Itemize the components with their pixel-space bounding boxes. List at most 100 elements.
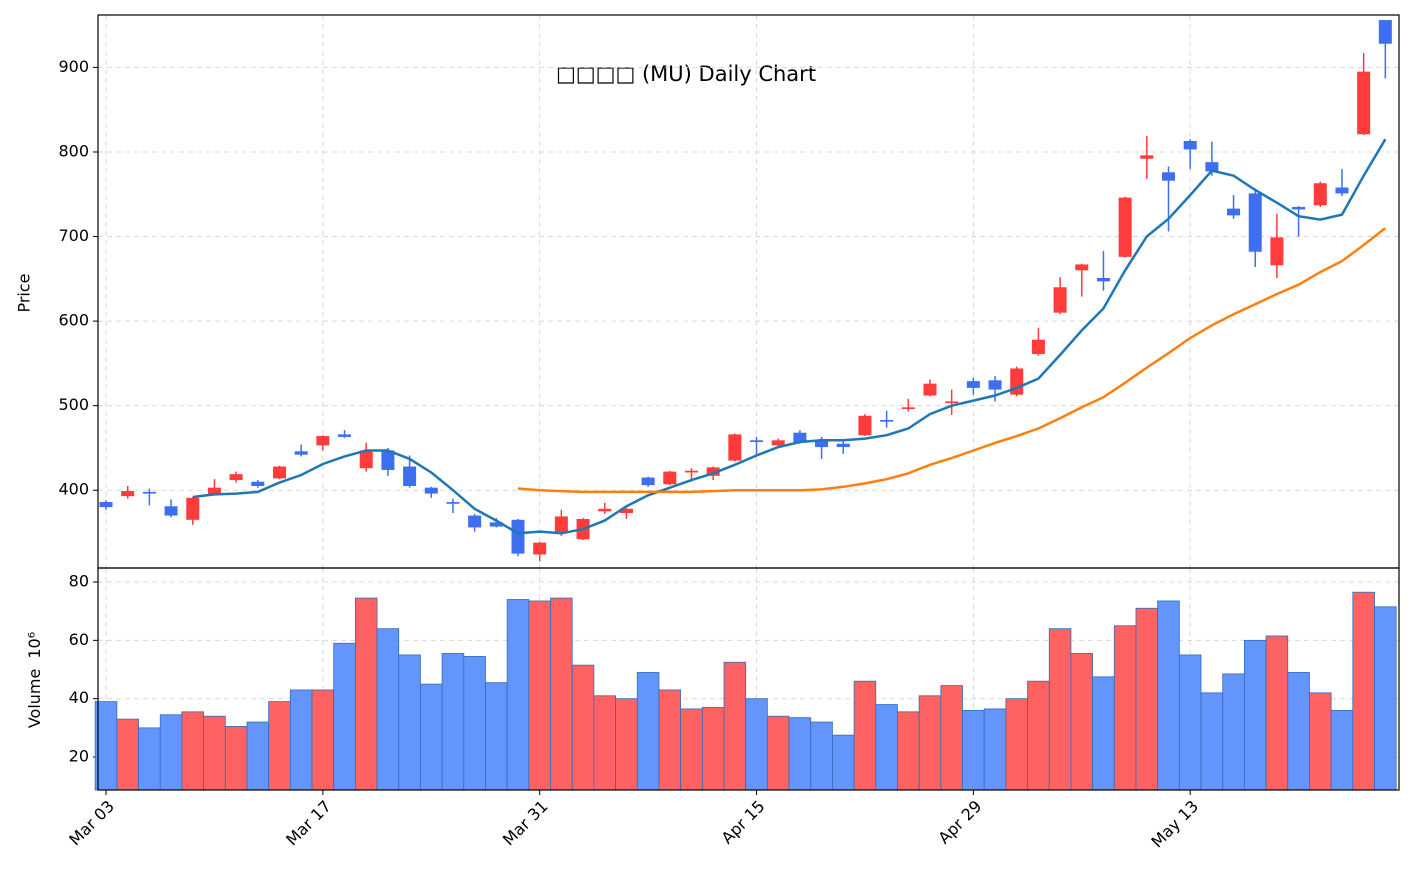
volume-bar xyxy=(1157,600,1180,791)
volume-bar xyxy=(723,661,747,791)
candle-body xyxy=(381,450,395,470)
candle-body xyxy=(706,467,720,476)
candle-body xyxy=(966,381,980,388)
candle-body xyxy=(1248,193,1262,252)
candle-body xyxy=(272,466,286,479)
volume-multiplier: 10⁶ xyxy=(25,632,44,659)
volume-bar xyxy=(1005,698,1028,791)
candle-body xyxy=(359,450,373,469)
candle-body xyxy=(641,477,655,486)
candle-body xyxy=(1313,183,1327,206)
volume-bar xyxy=(658,689,682,791)
volume-bar xyxy=(983,708,1007,791)
candle-body xyxy=(1357,71,1371,135)
candle-body xyxy=(1183,140,1197,150)
volume-bar xyxy=(420,683,443,791)
candle-body xyxy=(1270,237,1284,266)
y-tick-label: 20 xyxy=(69,747,89,766)
candle-body xyxy=(901,407,915,410)
x-tick-label: Apr 15 xyxy=(718,797,769,848)
moving-average-line xyxy=(517,227,1387,494)
volume-bar xyxy=(506,599,530,791)
candle-body xyxy=(1227,208,1241,216)
volume-bar xyxy=(181,711,204,791)
candle-body xyxy=(1205,162,1219,172)
volume-axis-label: Volume 10⁶ xyxy=(25,632,44,728)
volume-bar xyxy=(203,715,226,791)
volume-bar xyxy=(333,642,356,791)
volume-bar xyxy=(701,707,725,791)
volume-bar xyxy=(853,680,877,791)
candle-body xyxy=(663,471,677,485)
candle-body xyxy=(880,420,894,422)
candle-body xyxy=(403,466,417,486)
volume-bar xyxy=(810,721,833,791)
x-tick-label: Mar 03 xyxy=(65,797,118,850)
volume-bar xyxy=(1113,625,1137,791)
volume-bar xyxy=(1200,692,1224,791)
volume-bar xyxy=(1222,673,1245,791)
volume-bar xyxy=(832,734,855,791)
price-frame xyxy=(97,14,1400,569)
candle-body xyxy=(598,508,612,512)
volume-bar xyxy=(1070,653,1094,791)
volume-bar xyxy=(1352,591,1375,791)
candle-body xyxy=(619,508,633,514)
y-tick-label: 40 xyxy=(69,688,89,707)
candle-body xyxy=(294,451,308,455)
candle-body xyxy=(533,542,547,555)
volume-bar xyxy=(1243,639,1267,791)
candle-body xyxy=(988,380,1002,390)
candle-body xyxy=(1053,287,1067,313)
volume-bar xyxy=(1265,635,1289,791)
volume-bar xyxy=(766,715,790,791)
y-tick-label: 400 xyxy=(58,480,89,499)
y-tick-label: 80 xyxy=(69,572,89,591)
volume-bar xyxy=(962,709,985,791)
volume-bar xyxy=(224,726,248,791)
candle-body xyxy=(684,470,698,473)
y-axis-label: Price xyxy=(15,273,34,312)
volume-bar xyxy=(463,655,486,791)
volume-bar xyxy=(1135,607,1159,791)
volume-bar xyxy=(788,717,812,791)
volume-bar xyxy=(528,600,551,791)
candle-body xyxy=(99,502,113,508)
candle-body xyxy=(728,434,742,461)
candle-body xyxy=(836,443,850,448)
candle-body xyxy=(316,436,330,446)
volume-bar xyxy=(376,628,400,791)
volume-bar xyxy=(918,695,942,791)
volume-bar xyxy=(745,698,768,791)
volume-bar xyxy=(289,689,313,791)
y-tick-label: 700 xyxy=(58,226,89,245)
candle-body xyxy=(424,487,438,494)
candle-body xyxy=(1162,172,1176,181)
candles xyxy=(105,20,1387,562)
candle-body xyxy=(446,502,460,504)
candle-body xyxy=(229,474,243,481)
candle-body xyxy=(858,415,872,436)
candle-body xyxy=(468,515,482,528)
volume-bar xyxy=(1287,672,1310,791)
chart-title: □□□□ (MU) Daily Chart xyxy=(556,62,816,86)
x-tick-label: May 13 xyxy=(1147,797,1202,852)
x-tick-label: Mar 31 xyxy=(499,797,552,850)
candle-body xyxy=(489,522,503,527)
volume-bar xyxy=(1309,692,1332,791)
candle-body xyxy=(511,519,525,554)
x-tick-label: Mar 17 xyxy=(282,797,335,850)
y-tick-label: 60 xyxy=(69,630,89,649)
volume-frame xyxy=(97,567,1400,791)
candle-body xyxy=(1118,197,1132,257)
candle-body xyxy=(1378,20,1392,44)
volume-bar xyxy=(571,664,595,791)
volume-bar xyxy=(1048,628,1072,791)
candle-body xyxy=(793,432,807,443)
volume-bar xyxy=(680,708,703,791)
volume-bar xyxy=(159,714,183,791)
volume-bar xyxy=(354,597,378,791)
volume-bar xyxy=(441,653,465,791)
volume-bar xyxy=(593,695,616,791)
